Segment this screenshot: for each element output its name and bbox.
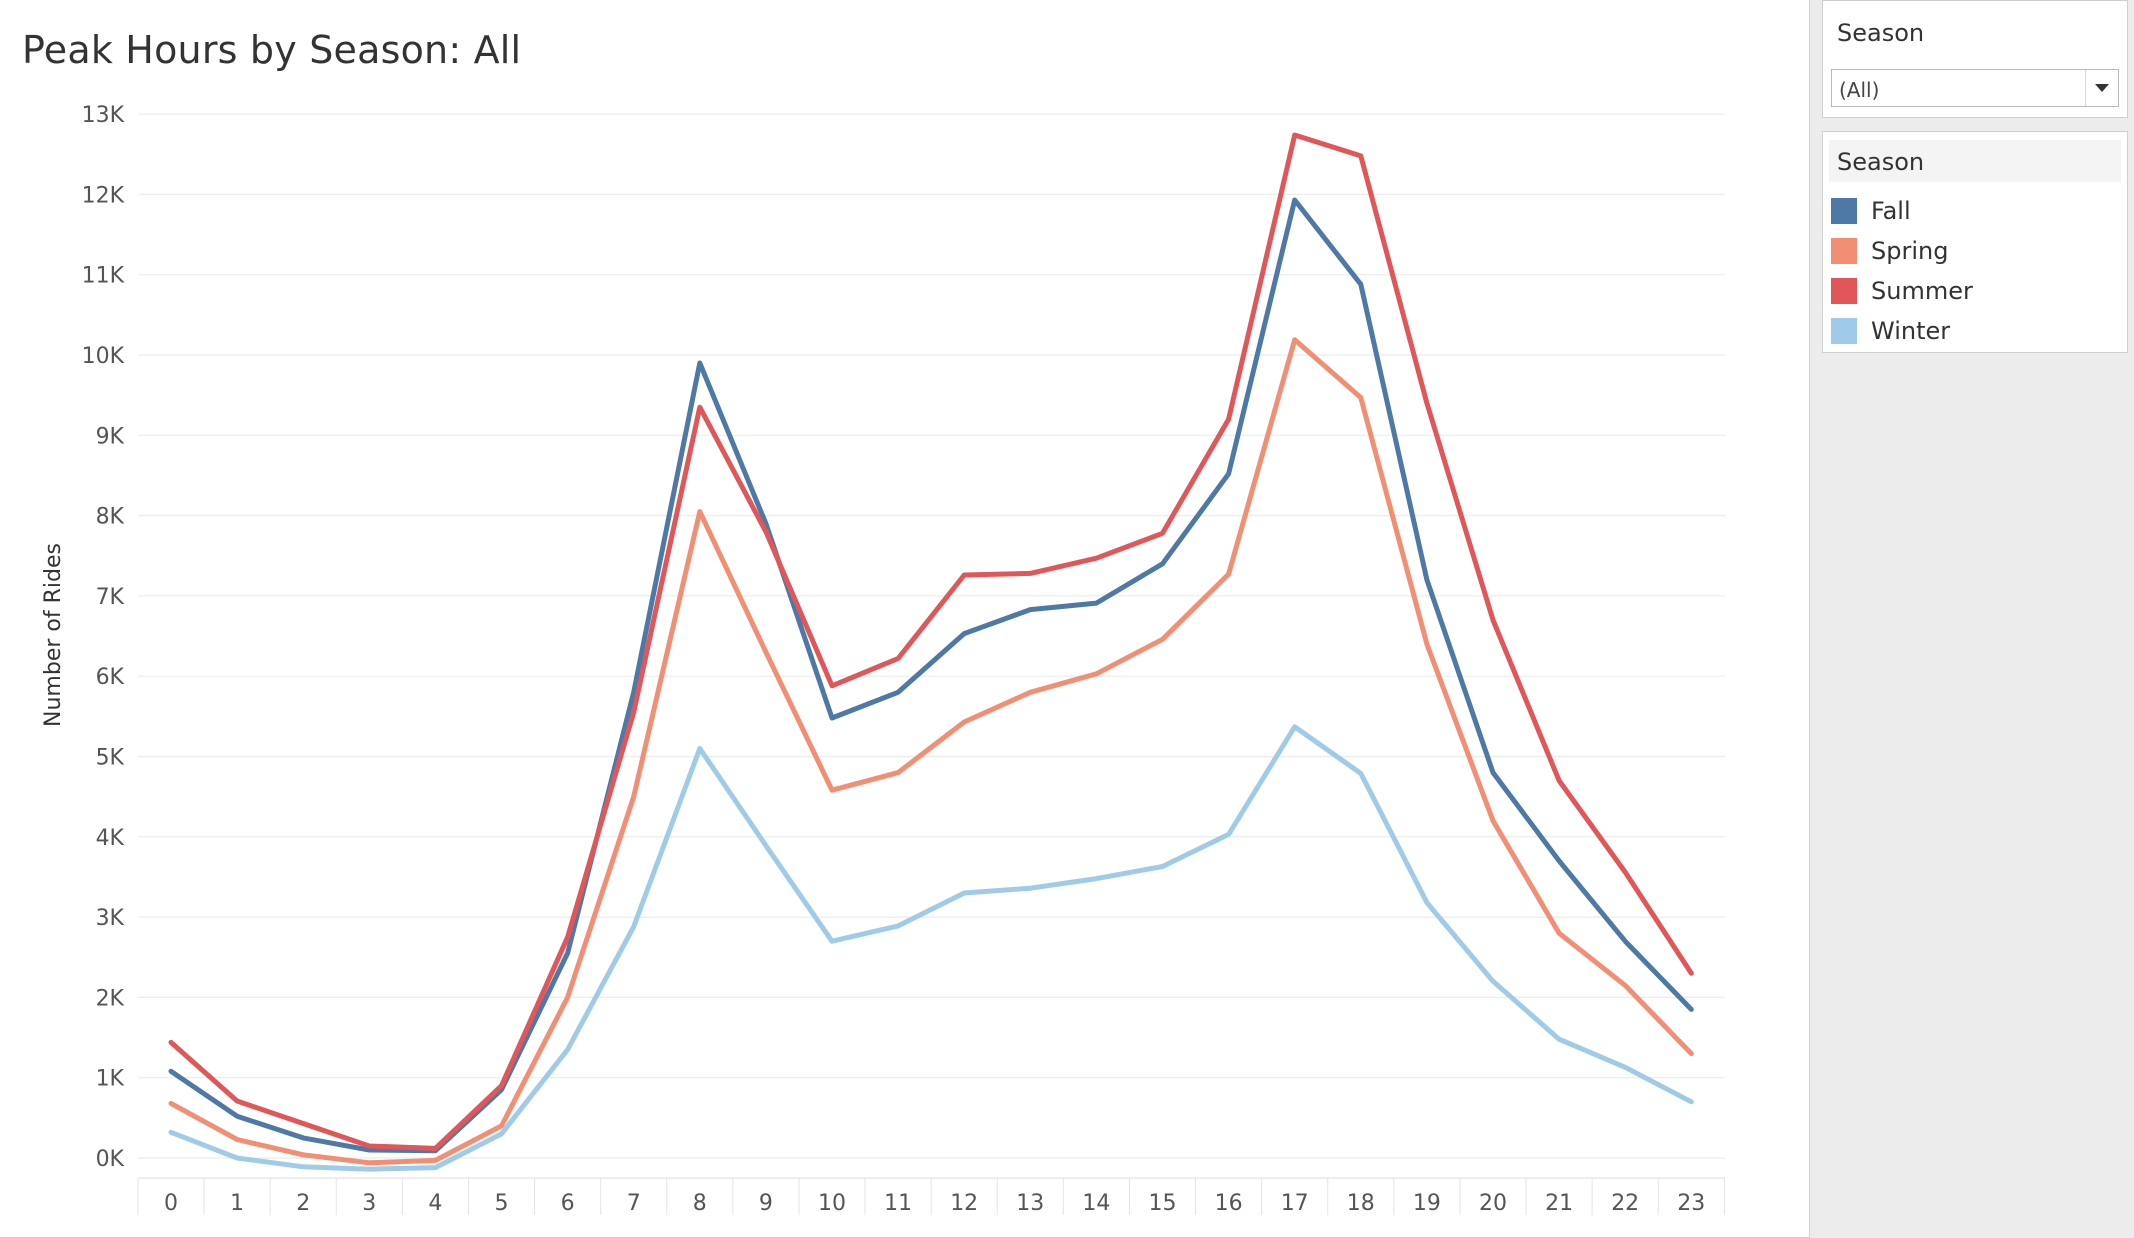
legend-item-summer[interactable]: Summer (1831, 274, 2111, 306)
legend-swatch (1831, 198, 1857, 224)
y-tick-label: 12K (82, 183, 125, 208)
x-tick-label: 21 (1545, 1191, 1573, 1216)
x-tick-label: 9 (759, 1191, 773, 1216)
x-tick-label: 20 (1479, 1191, 1507, 1216)
y-tick-label: 2K (96, 986, 125, 1011)
y-tick-label: 1K (96, 1067, 125, 1092)
season-filter-panel: Season (All) (1822, 0, 2128, 118)
legend-title: Season (1837, 148, 1925, 176)
y-tick-label: 11K (82, 264, 125, 289)
chart-title: Peak Hours by Season: All (22, 28, 522, 72)
legend-label: Summer (1871, 277, 1973, 305)
season-legend-panel: Season Fall Spring Summer Winter (1822, 131, 2128, 353)
series-line-winter (168, 724, 1694, 1172)
legend-item-winter[interactable]: Winter (1831, 314, 2111, 346)
y-tick-label: 7K (96, 585, 125, 610)
legend-swatch (1831, 278, 1857, 304)
y-tick-label: 5K (96, 746, 125, 771)
legend-label: Fall (1871, 197, 1911, 225)
x-tick-label: 6 (561, 1191, 575, 1216)
x-tick-label: 11 (884, 1191, 912, 1216)
y-tick-label: 9K (96, 424, 125, 449)
x-tick-label: 23 (1677, 1191, 1705, 1216)
x-tick-label: 18 (1347, 1191, 1375, 1216)
y-tick-label: 4K (96, 826, 125, 851)
x-tick-label: 1 (230, 1191, 244, 1216)
x-tick-label: 2 (296, 1191, 310, 1216)
y-tick-label: 10K (82, 344, 125, 369)
chevron-down-icon (2095, 84, 2109, 92)
x-tick-label: 19 (1413, 1191, 1441, 1216)
x-tick-label: 12 (950, 1191, 978, 1216)
legend-header: Season (1829, 140, 2121, 182)
series-line-summer (168, 132, 1694, 1151)
series-line-fall (168, 197, 1694, 1154)
x-tick-label: 5 (495, 1191, 509, 1216)
x-tick-label: 13 (1016, 1191, 1044, 1216)
legend-swatch (1831, 238, 1857, 264)
x-tick-label: 22 (1611, 1191, 1639, 1216)
x-tick-label: 10 (818, 1191, 846, 1216)
y-axis-label: Number of Rides (41, 543, 66, 727)
y-tick-label: 13K (82, 103, 125, 128)
x-tick-label: 16 (1215, 1191, 1243, 1216)
x-tick-label: 15 (1149, 1191, 1177, 1216)
season-filter-dropdown[interactable]: (All) (1831, 69, 2119, 107)
filter-title: Season (1837, 19, 1925, 47)
legend-item-fall[interactable]: Fall (1831, 194, 2111, 226)
legend-swatch (1831, 318, 1857, 344)
x-tick-label: 3 (362, 1191, 376, 1216)
y-tick-label: 8K (96, 505, 125, 530)
dropdown-arrow-button[interactable] (2085, 70, 2118, 106)
legend-item-spring[interactable]: Spring (1831, 234, 2111, 266)
legend-label: Spring (1871, 237, 1949, 265)
x-tick-label: 0 (164, 1191, 178, 1216)
y-tick-label: 6K (96, 665, 125, 690)
series-line-spring (168, 337, 1694, 1166)
y-tick-label: 0K (96, 1147, 125, 1172)
x-tick-label: 17 (1281, 1191, 1309, 1216)
dropdown-selected-value: (All) (1839, 78, 1880, 102)
x-tick-label: 7 (627, 1191, 641, 1216)
worksheet: Peak Hours by Season: All 0K 1K 2K 3K 4K 5K 6K… (0, 0, 1810, 1238)
x-tick-label: 4 (428, 1191, 442, 1216)
y-tick-label: 3K (96, 906, 125, 931)
x-tick-label: 14 (1082, 1191, 1110, 1216)
legend-label: Winter (1871, 317, 1951, 345)
x-tick-label: 8 (693, 1191, 707, 1216)
